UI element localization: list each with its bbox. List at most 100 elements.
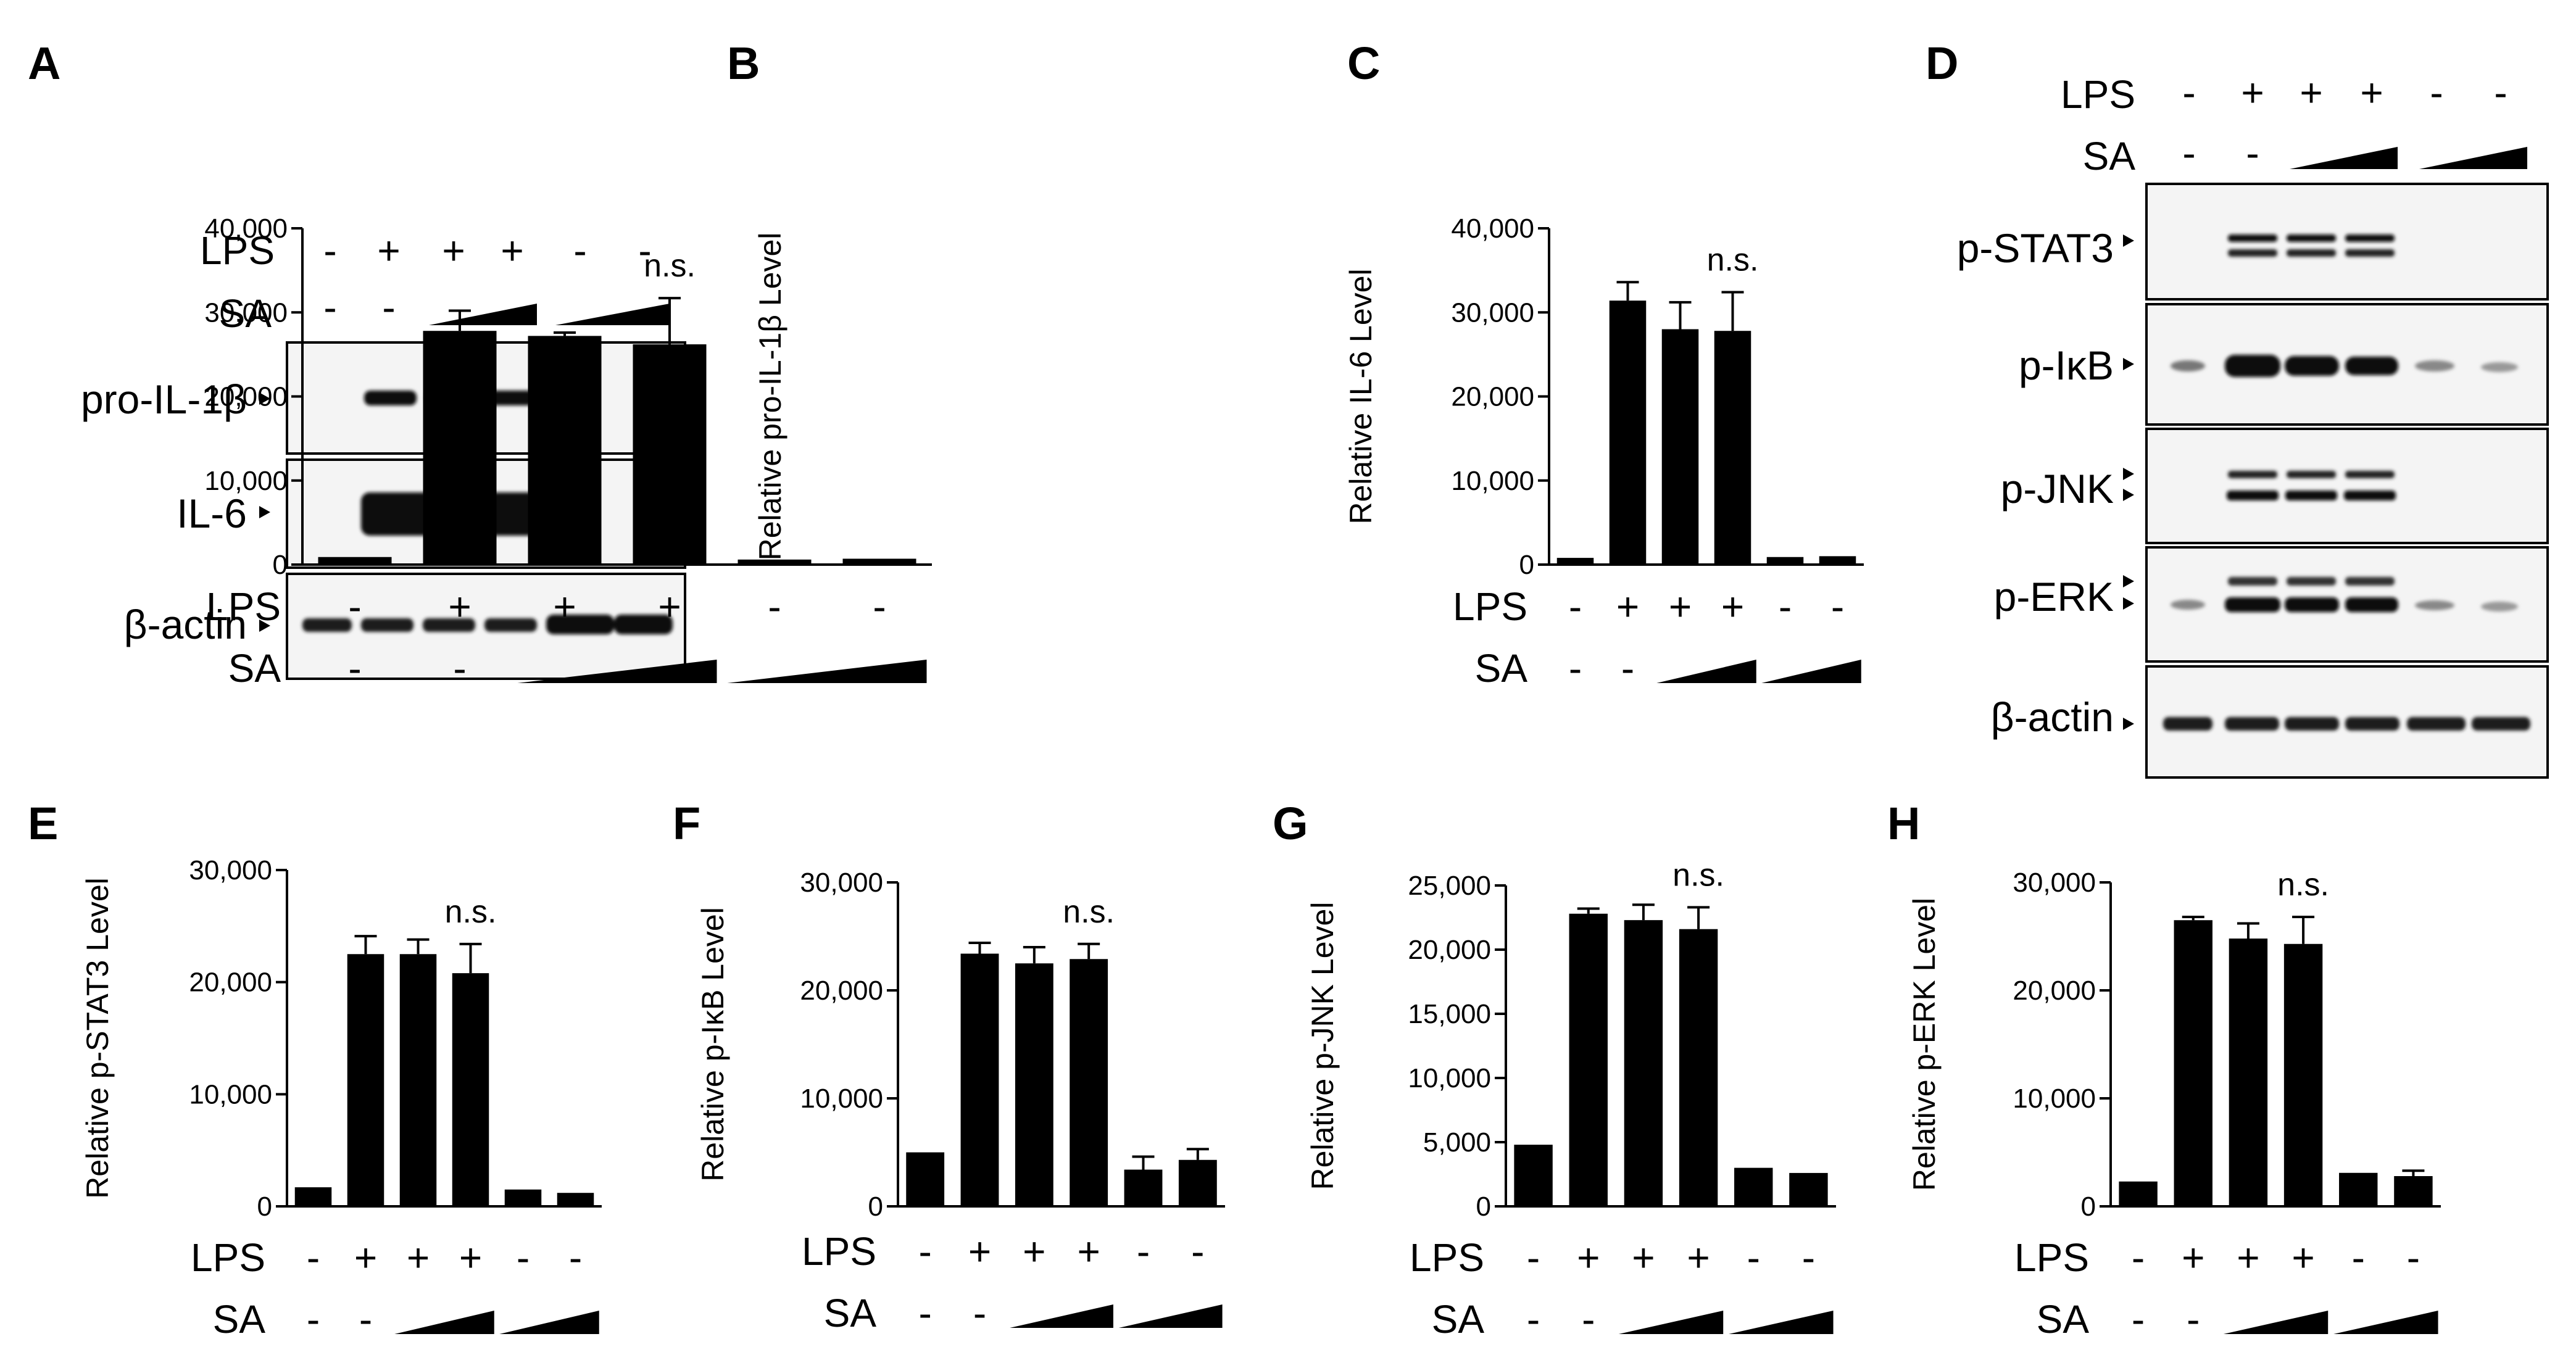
band	[2228, 249, 2277, 257]
blot-d-arrow	[2123, 358, 2134, 370]
chart-b-ytick-label: 0	[273, 550, 288, 580]
chart-h-bar-6	[2394, 1176, 2433, 1206]
band	[2415, 360, 2454, 371]
chart-b-lps-sign-4: +	[658, 584, 681, 629]
blot-d-lps-2: +	[2241, 70, 2264, 115]
chart-g-lps-sign-5: -	[1747, 1235, 1760, 1280]
band	[2171, 600, 2205, 610]
chart-e-bar-4	[452, 973, 489, 1206]
chart-c-sa-label: SA	[1475, 646, 1528, 690]
blot-a-label-bactin: β-actin	[124, 602, 247, 647]
bar-chart-h: 0 10,000 20,000 30,000 Relative p-ERK Level n…	[1907, 867, 2441, 1341]
chart-g-lps-sign-1: -	[1527, 1235, 1540, 1280]
blot-a-lps-2: +	[377, 228, 400, 273]
panel-label-f: F	[673, 798, 700, 849]
chart-b-lps-sign-3: +	[553, 584, 576, 629]
blot-a-sa-label: SA	[219, 291, 272, 336]
blot-a-sa-2: -	[382, 285, 395, 330]
chart-e-bar-6	[557, 1193, 594, 1206]
chart-g-bar-6	[1789, 1172, 1828, 1206]
band	[302, 618, 352, 632]
band	[2285, 356, 2339, 376]
chart-g-sa-wedge-2	[1729, 1311, 1834, 1334]
band	[2287, 577, 2336, 586]
chart-g-sa-wedge-1	[1618, 1311, 1724, 1334]
band	[2228, 234, 2277, 242]
blot-d-label-pjnk: p-JNK	[2001, 466, 2114, 512]
chart-e-ns-label: n.s.	[445, 894, 497, 930]
blot-d-sa-wedge-1	[2290, 147, 2398, 169]
chart-g-bar-4	[1679, 929, 1718, 1206]
band	[2345, 234, 2395, 242]
blot-d-lps-5: -	[2430, 70, 2443, 115]
chart-e-ytick-label: 0	[257, 1192, 272, 1222]
chart-f-lps-sign-2: +	[968, 1229, 991, 1274]
bar-chart-f: 0 10,000 20,000 30,000 Relative p-IκB Level n…	[696, 868, 1225, 1335]
chart-b-ns-label: n.s.	[644, 248, 696, 284]
chart-h-bar-5	[2339, 1172, 2378, 1206]
panel-label-e: E	[28, 798, 58, 849]
blot-d-label-pstat3: p-STAT3	[1957, 225, 2114, 271]
chart-g-lps-label: LPS	[1410, 1235, 1484, 1280]
chart-f-sa-label: SA	[824, 1291, 877, 1335]
chart-b-bar-6	[842, 558, 916, 565]
band	[2345, 249, 2395, 257]
blot-d-arrow	[2123, 718, 2134, 730]
chart-e-lps-sign-5: -	[517, 1235, 530, 1280]
chart-c-bar-6	[1819, 556, 1856, 565]
chart-h-bar-2	[2174, 920, 2212, 1206]
blot-a-lps-3: +	[442, 228, 465, 273]
chart-c-ytick-label: 10,000	[1451, 466, 1534, 496]
chart-b-sa-label: SA	[228, 646, 281, 690]
chart-b-sa-wedge-2	[727, 660, 927, 683]
blot-a-lps-1: -	[323, 228, 336, 273]
chart-e-lps-sign-2: +	[354, 1235, 377, 1280]
blot-a-arrow-1	[259, 392, 270, 405]
blot-a-sa-wedge-1	[429, 304, 537, 325]
band	[2227, 491, 2279, 500]
chart-h-lps-sign-5: -	[2352, 1235, 2365, 1280]
chart-b-ytick-label: 20,000	[204, 382, 288, 412]
chart-h-lps-sign-3: +	[2237, 1235, 2259, 1280]
chart-h-ns-label: n.s.	[2277, 867, 2329, 903]
chart-f-lps-sign-6: -	[1191, 1229, 1204, 1274]
blot-a-label-pro-il1b: pro-IL-1β	[81, 376, 247, 422]
band	[361, 618, 413, 632]
chart-h-ytick-label: 0	[2081, 1192, 2096, 1222]
band	[2228, 471, 2277, 478]
chart-e-lps-sign-4: +	[459, 1235, 482, 1280]
chart-c-sa-wedge-2	[1761, 660, 1861, 683]
blot-d-label-bactin: β-actin	[1991, 694, 2114, 740]
band	[2345, 717, 2399, 731]
chart-e-lps-label: LPS	[191, 1235, 265, 1280]
band	[364, 391, 417, 405]
band	[2287, 471, 2336, 478]
chart-h-ytick-label: 30,000	[2013, 868, 2096, 898]
band	[2287, 234, 2336, 242]
chart-e-bar-5	[504, 1189, 542, 1206]
chart-e-sa-sign-1: -	[307, 1297, 320, 1341]
chart-c-lps-sign-1: -	[1569, 584, 1582, 629]
chart-c-bar-5	[1766, 557, 1804, 565]
band	[2171, 360, 2205, 371]
band	[2285, 717, 2339, 731]
band	[2415, 600, 2454, 610]
blot-d-lps-label: LPS	[2061, 72, 2135, 117]
chart-h-sa-sign-2: -	[2187, 1297, 2200, 1341]
chart-e-sa-label: SA	[213, 1297, 266, 1341]
band	[614, 615, 673, 634]
chart-f-sa-sign-2: -	[973, 1291, 986, 1335]
chart-b-lps-label: LPS	[206, 584, 281, 629]
chart-c-lps-sign-5: -	[1779, 584, 1792, 629]
blot-d-sa-label: SA	[2083, 134, 2136, 178]
chart-b-ytick-label: 40,000	[204, 213, 288, 244]
band	[2225, 355, 2280, 377]
chart-c-ytick-label: 40,000	[1451, 213, 1534, 244]
chart-g-y-axis-title: Relative p-JNK Level	[1305, 902, 1340, 1190]
band	[2345, 357, 2398, 375]
chart-g-lps-sign-4: +	[1687, 1235, 1710, 1280]
chart-b-lps-sign-5: -	[768, 584, 781, 629]
band	[2345, 577, 2395, 586]
chart-f-lps-sign-5: -	[1137, 1229, 1150, 1274]
